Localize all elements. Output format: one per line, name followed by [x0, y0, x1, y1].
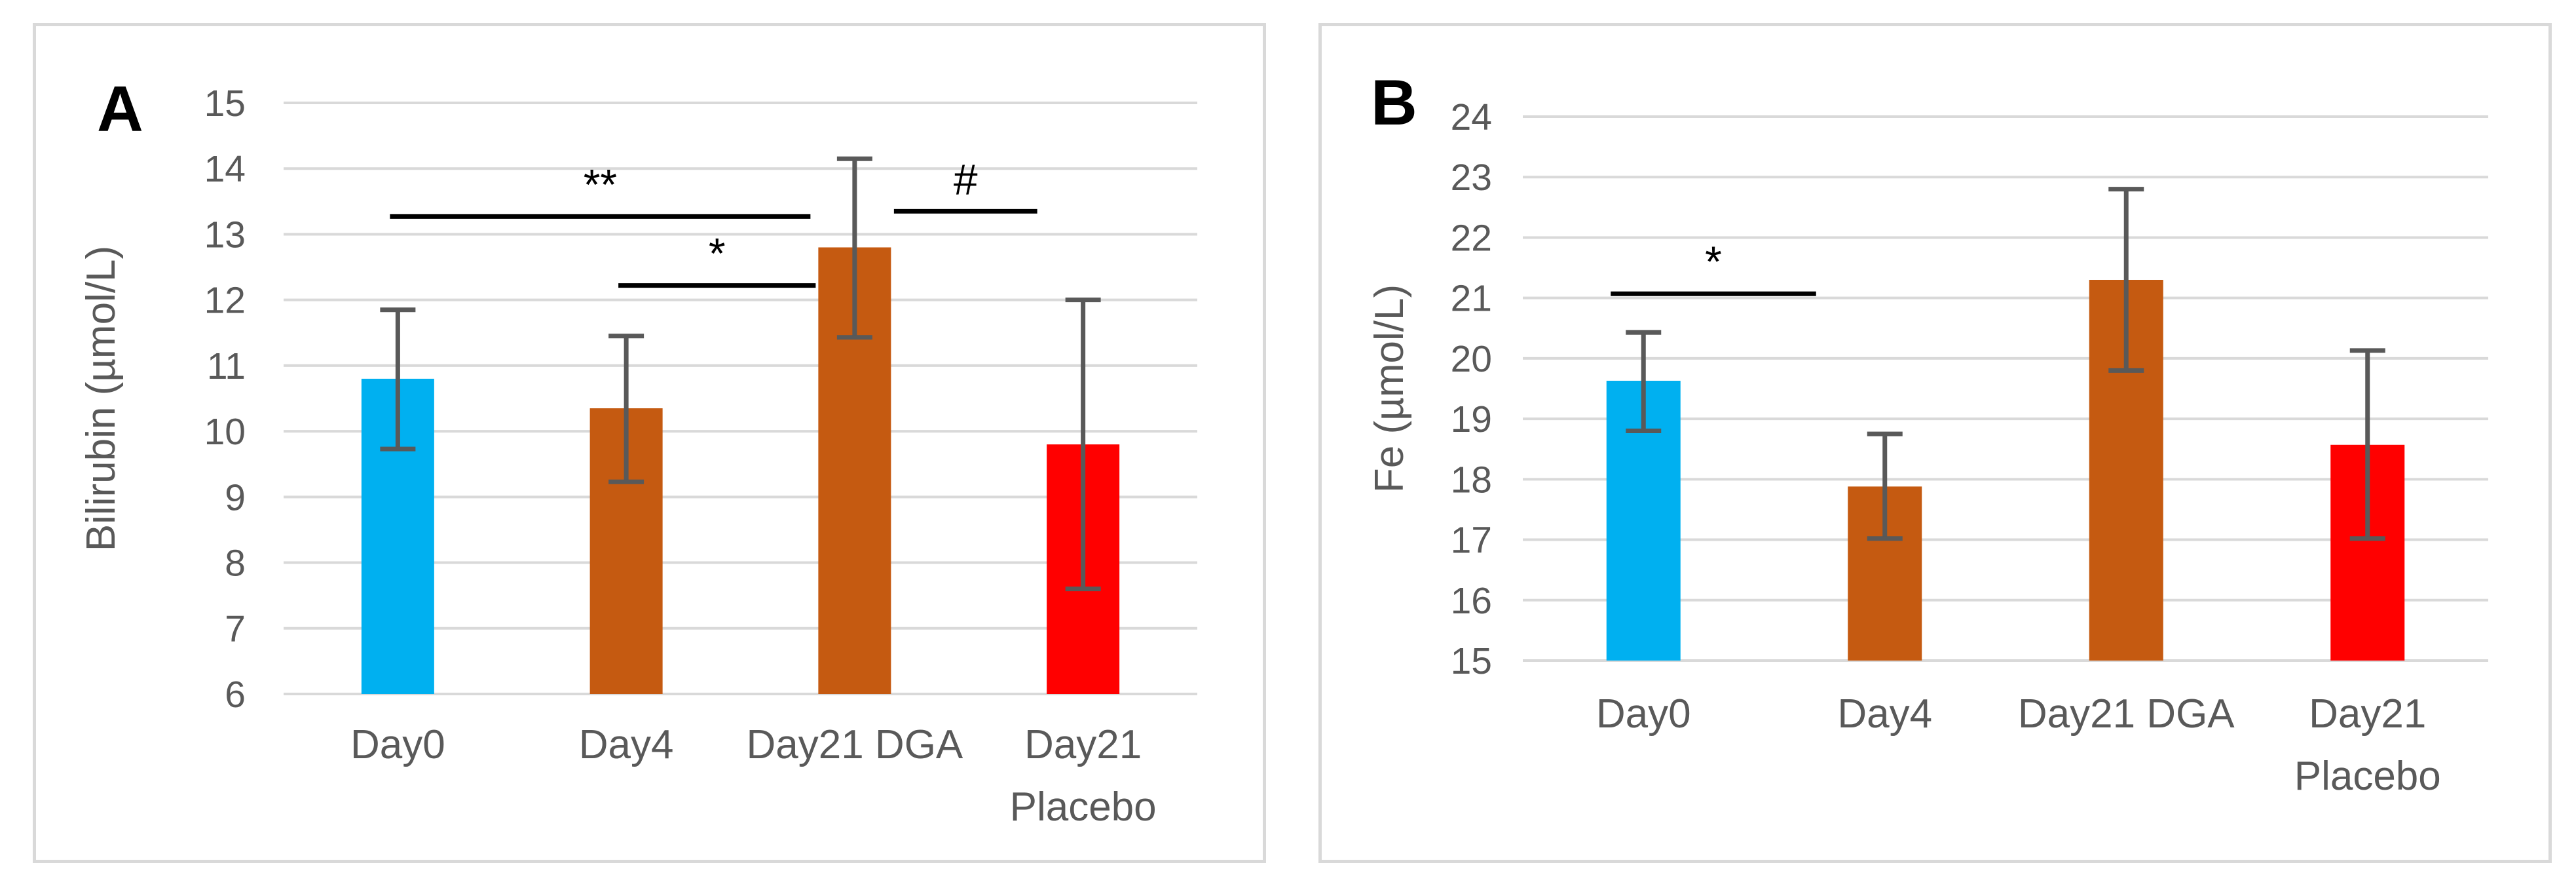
y-tick-label: 11 [207, 345, 246, 387]
x-tick-label: Placebo [1010, 784, 1157, 830]
y-tick-label: 12 [204, 280, 246, 322]
y-tick-label: 14 [204, 148, 246, 190]
significance-marker: # [954, 155, 978, 203]
x-tick-label: Day0 [1596, 691, 1691, 737]
y-tick-label: 10 [204, 411, 246, 453]
significance-marker: ** [584, 160, 617, 208]
y-tick-label: 22 [1451, 217, 1492, 259]
y-tick-label: 19 [1451, 398, 1492, 440]
x-tick-label: Day0 [350, 722, 445, 767]
y-tick-label: 8 [225, 543, 246, 585]
y-tick-label: 13 [204, 214, 246, 256]
chart-panel-b: 15 16 17 18 19 20 21 22 23 24 Day0 Day4 Day21 DGA Day… [1318, 23, 2552, 863]
x-tick-label: Day21 [2309, 691, 2426, 737]
y-axis-title: Fe (µmol/L) [1367, 284, 1412, 493]
y-tick-label: 15 [1451, 640, 1492, 682]
x-tick-label: Day4 [1837, 691, 1932, 737]
panel-label: A [97, 73, 143, 145]
x-tick-label: Day21 [1024, 722, 1142, 767]
x-tick-label: Day4 [579, 722, 674, 767]
y-tick-label: 17 [1451, 520, 1492, 562]
chart-panel-a: 6 7 8 9 10 11 12 13 14 15 Day0 Day4 Day21 DGA Day21 Pl… [33, 23, 1266, 863]
x-tick-label: Day21 DGA [746, 722, 963, 767]
x-tick-label: Day21 DGA [2018, 691, 2235, 737]
chart-a-svg: 6 7 8 9 10 11 12 13 14 15 Day0 Day4 Day21 DGA Day21 Pl… [79, 73, 1197, 830]
y-tick-label: 21 [1451, 278, 1492, 320]
y-tick-label: 18 [1451, 459, 1492, 501]
significance-marker: * [709, 229, 726, 278]
y-axis-title: Bilirubin (µmol/L) [79, 246, 124, 551]
significance-marker: * [1705, 237, 1722, 286]
y-tick-label: 16 [1451, 580, 1492, 622]
y-tick-label: 7 [225, 608, 246, 650]
y-tick-label: 20 [1451, 338, 1492, 380]
y-tick-label: 6 [225, 674, 246, 716]
chart-b-svg: 15 16 17 18 19 20 21 22 23 24 Day0 Day4 Day21 DGA Day… [1367, 66, 2488, 799]
x-tick-label: Placebo [2294, 754, 2441, 799]
y-tick-label: 23 [1451, 157, 1492, 199]
y-tick-label: 15 [204, 83, 246, 125]
y-tick-label: 9 [225, 476, 246, 518]
y-tick-label: 24 [1451, 96, 1492, 138]
panel-label: B [1371, 66, 1417, 138]
